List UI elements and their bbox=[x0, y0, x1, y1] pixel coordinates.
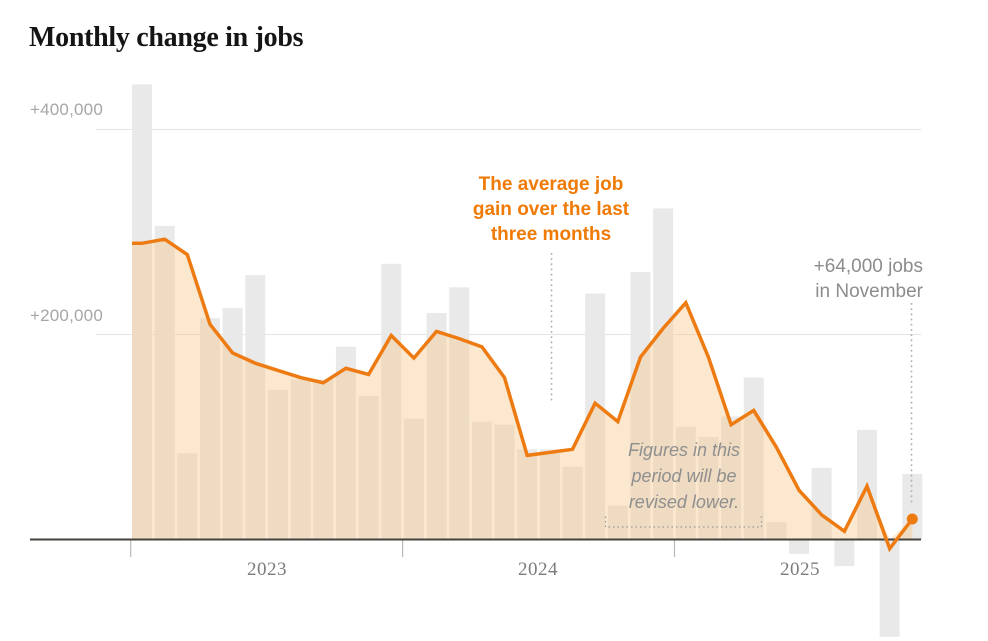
jobs-bar bbox=[313, 379, 334, 540]
annotation-line: Figures in this bbox=[627, 440, 741, 460]
jobs-bar bbox=[154, 225, 175, 540]
jobs-bar bbox=[358, 396, 379, 540]
jobs-bar bbox=[630, 271, 651, 540]
jobs-bar bbox=[811, 467, 832, 540]
annotation-revision-note: Figures in this period will be revised l… bbox=[584, 437, 784, 515]
annotation-line: three months bbox=[490, 224, 612, 245]
jobs-bar bbox=[199, 318, 220, 540]
annotation-line: in November bbox=[815, 281, 923, 302]
average-line bbox=[132, 237, 914, 553]
jobs-bar bbox=[585, 293, 606, 540]
jobs-bar bbox=[766, 522, 787, 540]
average-area-fill bbox=[132, 239, 913, 540]
jobs-bar bbox=[222, 307, 243, 540]
jobs-bar bbox=[834, 539, 855, 567]
jobs-bar bbox=[789, 539, 810, 554]
jobs-bar bbox=[426, 312, 447, 540]
annotation-line: revised lower. bbox=[628, 492, 740, 512]
jobs-bar bbox=[879, 539, 900, 637]
x-axis-label-2024: 2024 bbox=[518, 559, 558, 580]
jobs-bar bbox=[494, 424, 515, 540]
jobs-bar bbox=[381, 263, 402, 540]
jobs-bar bbox=[403, 418, 424, 540]
jobs-bar bbox=[471, 421, 492, 540]
jobs-bar bbox=[653, 208, 674, 540]
jobs-bar bbox=[607, 505, 628, 540]
jobs-bar bbox=[132, 84, 152, 540]
page-title: Monthly change in jobs bbox=[29, 22, 304, 53]
y-axis-label-200k: +200,000 bbox=[30, 306, 103, 325]
jobs-bar bbox=[539, 449, 560, 540]
jobs-bar bbox=[177, 453, 198, 540]
annotation-three-month-average: The average job gain over the last three… bbox=[426, 172, 676, 247]
annotation-line: gain over the last bbox=[472, 199, 630, 220]
jobs-bar bbox=[721, 416, 742, 540]
annotation-latest-value: +64,000 jobs in November bbox=[814, 254, 923, 304]
x-axis-label-2025: 2025 bbox=[780, 559, 820, 580]
jobs-bar bbox=[675, 426, 696, 540]
jobs-bar bbox=[698, 437, 719, 540]
jobs-bar bbox=[245, 275, 266, 540]
jobs-bar bbox=[562, 466, 583, 540]
annotation-line: The average job bbox=[478, 174, 624, 195]
jobs-bar bbox=[335, 346, 356, 540]
jobs-bar bbox=[449, 287, 470, 540]
latest-point-dot bbox=[906, 513, 918, 525]
y-axis-label-400k: +400,000 bbox=[30, 100, 103, 119]
jobs-bar bbox=[290, 379, 311, 540]
jobs-bar bbox=[517, 449, 538, 540]
revision-period-bracket bbox=[604, 516, 763, 528]
annotation-line: +64,000 jobs bbox=[813, 256, 923, 277]
annotation-line: period will be bbox=[631, 466, 737, 486]
x-axis-label-2023: 2023 bbox=[247, 559, 287, 580]
jobs-bar bbox=[267, 389, 288, 540]
